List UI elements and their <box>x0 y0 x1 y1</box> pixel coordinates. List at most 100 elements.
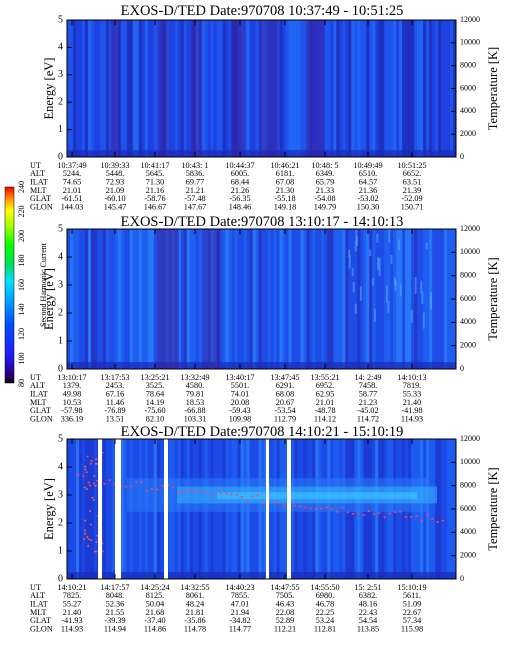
orbit-cell: 64.57 <box>359 177 377 186</box>
y2-tick-label: 6000 <box>460 83 476 92</box>
orbit-cell: 21.23 <box>359 398 377 407</box>
panel-title: EXOS-D/TED Date:970708 10:37:49 - 10:51:… <box>121 3 404 19</box>
orbit-cell: 7855. <box>231 591 249 600</box>
heatmap-speck <box>371 278 374 286</box>
heatmap-speck <box>351 267 354 276</box>
heatmap-column <box>210 20 215 157</box>
panel-title: EXOS-D/TED Date:970708 14:10:21 - 15:10:… <box>121 424 404 440</box>
orbit-cell: 5244. <box>63 169 81 178</box>
heatmap-speck <box>369 249 372 257</box>
orbit-cell: 10:51:25 <box>397 161 426 170</box>
heatmap-speck <box>422 312 425 329</box>
heatmap-column <box>369 20 373 157</box>
orbit-cell: 21.55 <box>106 608 124 617</box>
heatmap-column <box>123 20 128 157</box>
orbit-cell: 14:10:21 <box>57 583 86 592</box>
heatmap-column <box>195 20 200 157</box>
spectrogram-panel-2: EXOS-D/TED Date:970708 13:10:17 - 14:10:… <box>30 214 500 423</box>
orbit-cell: -53.54 <box>274 406 295 415</box>
orbit-cell: 146.67 <box>144 202 167 211</box>
y2-axis-label: Temperature [K] <box>486 467 500 550</box>
heatmap-column <box>90 229 95 369</box>
heatmap-speck <box>421 291 424 304</box>
data-gap <box>164 439 168 579</box>
heatmap-column <box>357 229 361 369</box>
orbit-row-label: UT <box>30 583 41 592</box>
orbit-cell: 4580. <box>186 381 204 390</box>
heatmap-column <box>426 229 430 369</box>
heatmap-column <box>75 439 80 579</box>
heatmap-speck <box>352 281 355 293</box>
heatmap-column <box>102 229 107 369</box>
orbit-cell: -75.60 <box>144 406 165 415</box>
orbit-cell: 69.77 <box>186 177 204 186</box>
orbit-cell: 148.46 <box>229 202 252 211</box>
heatmap-column <box>390 229 394 369</box>
temperature-dot <box>425 514 429 516</box>
heatmap-column <box>258 229 263 369</box>
heatmap-column <box>81 439 86 579</box>
orbit-cell: 10:49:49 <box>353 161 382 170</box>
heatmap-column <box>447 229 451 369</box>
colorbar-label: Second Harmonic Current <box>39 242 48 327</box>
temperature-dot <box>101 451 104 454</box>
orbit-cell: 8125. <box>146 591 164 600</box>
heatmap-column <box>159 20 164 157</box>
heatmap-column <box>309 229 313 369</box>
orbit-cell: 62.95 <box>316 389 334 398</box>
heatmap-column <box>432 439 436 579</box>
y-tick-label: 1 <box>58 124 63 135</box>
colorbar-gradient <box>5 187 14 383</box>
heatmap-column <box>330 20 334 157</box>
orbit-cell: 79.81 <box>186 389 204 398</box>
heatmap-speck <box>355 236 358 247</box>
orbit-cell: 47.01 <box>231 599 249 608</box>
heatmap-column <box>201 20 206 157</box>
heatmap-column <box>192 229 197 369</box>
heatmap-column <box>117 20 122 157</box>
temperature-dot <box>325 506 328 509</box>
orbit-cell: 67.16 <box>106 389 124 398</box>
temperature-dot <box>346 511 349 514</box>
colorbar-tick-label: 100 <box>17 353 26 365</box>
heatmap-column <box>165 20 170 157</box>
heatmap-column <box>357 20 361 157</box>
y-tick-label: 0 <box>58 363 63 374</box>
temperature-dot <box>383 516 386 519</box>
heatmap-column <box>252 20 257 157</box>
heatmap-column <box>447 439 451 579</box>
orbit-cell: 103.31 <box>184 414 207 423</box>
heatmap-column <box>267 20 272 157</box>
heatmap-speck <box>377 257 380 270</box>
orbit-row-label: ILAT <box>30 177 48 186</box>
heatmap-column <box>102 20 107 157</box>
heatmap-column <box>141 20 146 157</box>
heatmap-column <box>396 229 400 369</box>
orbit-cell: 10:44:37 <box>225 161 254 170</box>
heatmap-column <box>105 229 110 369</box>
heatmap-column <box>144 229 149 369</box>
heatmap-column <box>255 229 260 369</box>
temperature-dot <box>314 507 318 510</box>
heatmap-column <box>81 229 86 369</box>
heatmap-column <box>402 229 406 369</box>
orbit-row-label: UT <box>30 373 41 382</box>
heatmap-column <box>234 229 239 369</box>
heatmap-streak <box>157 20 169 157</box>
heatmap-column <box>240 20 245 157</box>
heatmap-column <box>390 20 394 157</box>
heatmap-column <box>129 229 134 369</box>
orbit-cell: -48.78 <box>314 406 335 415</box>
heatmap-column <box>279 20 284 157</box>
heatmap-column <box>213 20 218 157</box>
temperature-dot <box>277 502 281 504</box>
y2-tick-label: 2000 <box>460 550 476 559</box>
temperature-dot <box>240 496 244 498</box>
heatmap-column <box>198 229 203 369</box>
heatmap-speck <box>348 249 351 258</box>
orbit-cell: 21.33 <box>316 186 334 195</box>
heatmap-column <box>93 20 98 157</box>
orbit-cell: 5448. <box>106 169 124 178</box>
heatmap-column <box>210 229 215 369</box>
heatmap-column <box>300 229 304 369</box>
